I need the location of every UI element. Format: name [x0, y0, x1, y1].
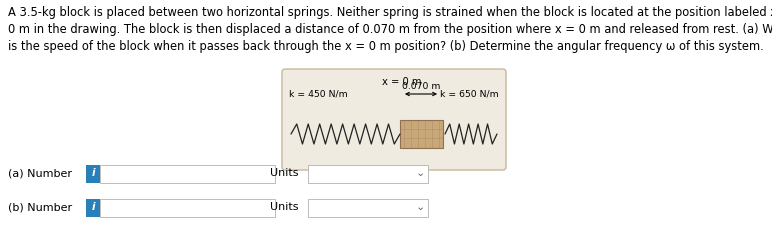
FancyBboxPatch shape	[282, 69, 506, 170]
Text: k = 450 N/m: k = 450 N/m	[289, 89, 347, 99]
Text: Units: Units	[270, 202, 299, 212]
Text: k = 650 N/m: k = 650 N/m	[440, 89, 499, 99]
Text: (a) Number: (a) Number	[8, 168, 72, 178]
Bar	[86, 199, 100, 217]
Text: ⌄: ⌄	[415, 202, 425, 212]
Text: A 3.5-kg block is placed between two horizontal springs. Neither spring is strai: A 3.5-kg block is placed between two hor…	[8, 6, 772, 19]
Text: 0.070 m: 0.070 m	[401, 82, 440, 91]
Bar	[308, 165, 428, 183]
Bar	[400, 120, 443, 148]
Text: i: i	[91, 202, 95, 212]
Text: ⌄: ⌄	[415, 168, 425, 178]
Bar	[308, 199, 428, 217]
Bar	[100, 165, 275, 183]
Text: (b) Number: (b) Number	[8, 202, 72, 212]
Text: is the speed of the block when it passes back through the x = 0 m position? (b) : is the speed of the block when it passes…	[8, 40, 764, 53]
Text: Units: Units	[270, 168, 299, 178]
Text: x = 0 m: x = 0 m	[382, 77, 422, 87]
Bar	[86, 165, 100, 183]
Text: 0 m in the drawing. The block is then displaced a distance of 0.070 m from the p: 0 m in the drawing. The block is then di…	[8, 23, 772, 36]
Bar	[100, 199, 275, 217]
Text: i: i	[91, 168, 95, 178]
